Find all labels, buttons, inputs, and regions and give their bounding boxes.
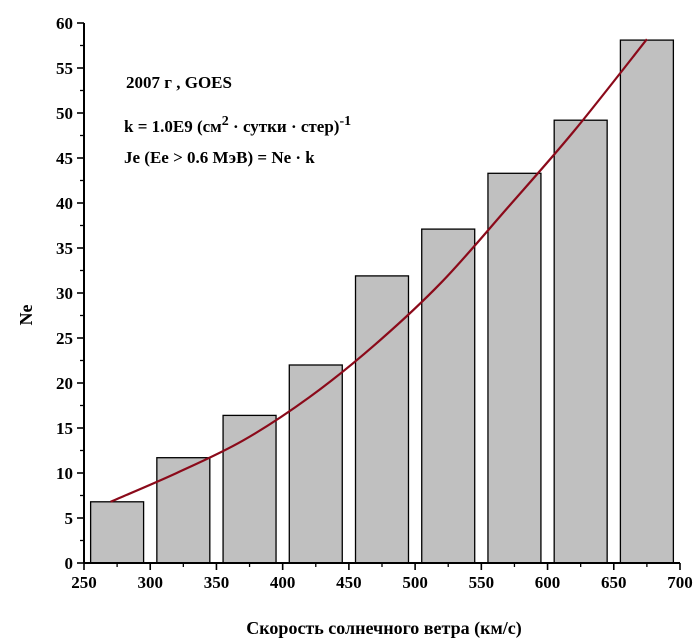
bar-4 [288,364,343,564]
x-tick-label: 450 [336,573,362,592]
annotation-k-prefix: k = 1.0E9 (см [124,117,222,136]
y-tick-label: 60 [56,14,73,33]
y-tick-label: 45 [56,149,73,168]
bar-9 [619,39,675,564]
y-tick-label: 0 [65,554,74,573]
y-tick-label: 25 [56,329,73,348]
x-tick-label: 400 [270,573,296,592]
bar-8 [553,119,608,564]
y-tick-labels: 0 5 10 15 20 25 30 35 40 45 50 55 60 [56,14,73,573]
bar-3 [222,414,277,564]
annotation-k-sup1: 2 [222,114,229,129]
bars [89,39,675,564]
y-tick-label: 30 [56,284,73,303]
x-tick-label: 650 [601,573,627,592]
y-tick-label: 55 [56,59,73,78]
y-tick-label: 20 [56,374,73,393]
bar-5 [354,275,410,564]
fit-curve [110,38,648,503]
annotation-block: 2007 г , GOES k = 1.0E9 (см2 · сутки · с… [124,73,351,167]
y-tick-label: 40 [56,194,73,213]
annotation-year-satellite: 2007 г , GOES [126,73,232,92]
axes [77,22,681,570]
annotation-k-mid: · сутки · стер) [229,117,340,136]
bar-7 [487,172,542,564]
x-tick-label: 250 [71,573,97,592]
y-axis-title: Ne [16,305,36,326]
x-tick-label: 500 [402,573,428,592]
y-tick-label: 35 [56,239,73,258]
annotation-je-formula: Je (Ee > 0.6 МэВ) = Ne · k [124,148,315,167]
x-tick-label: 300 [137,573,163,592]
annotation-k-sup2: -1 [339,114,351,129]
x-tick-label: 350 [204,573,230,592]
annotation-k-factor: k = 1.0E9 (см2 · сутки · стер)-1 [124,114,351,136]
y-tick-label: 50 [56,104,73,123]
x-axis-title: Скорость солнечного ветра (км/с) [246,618,521,639]
bar-6 [421,228,476,564]
y-tick-label: 5 [65,509,74,528]
fit-curve-layer [110,38,648,503]
x-tick-labels: 250 300 350 400 450 500 550 600 650 700 [71,573,693,592]
x-tick-label: 600 [535,573,561,592]
x-tick-label: 550 [469,573,495,592]
y-tick-label: 10 [56,464,73,483]
x-tick-label: 700 [667,573,693,592]
bar-2 [156,457,211,564]
y-tick-label: 15 [56,419,73,438]
bar-1 [89,501,145,564]
